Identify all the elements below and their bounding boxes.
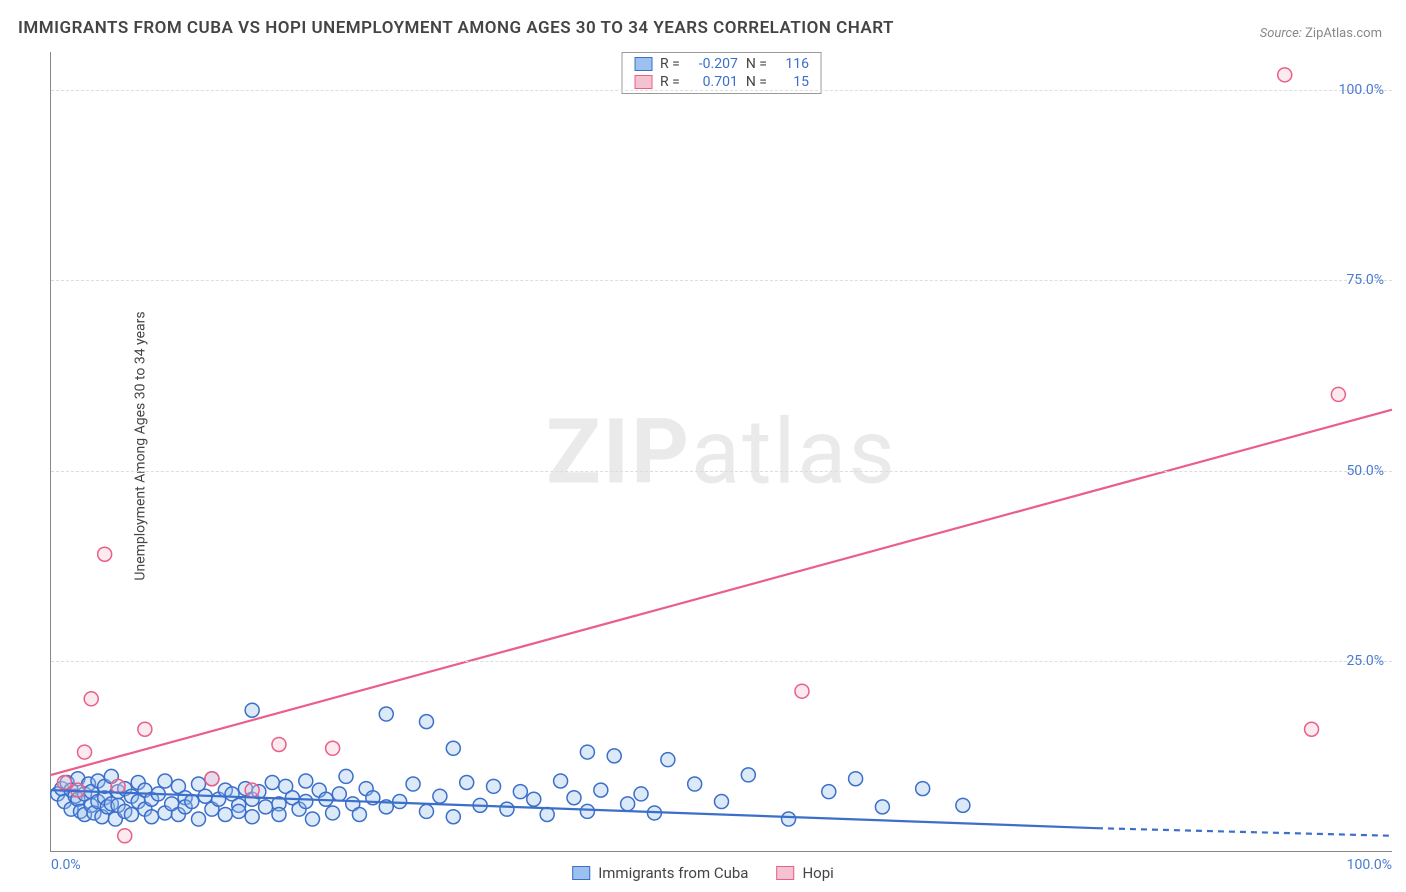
x-tick-label: 100.0% — [1347, 857, 1392, 873]
data-point-cuba — [460, 776, 474, 790]
data-point-cuba — [379, 707, 393, 721]
data-point-cuba — [352, 807, 366, 821]
data-point-cuba — [124, 807, 138, 821]
data-point-cuba — [406, 777, 420, 791]
data-point-hopi — [1331, 387, 1345, 401]
data-point-cuba — [513, 785, 527, 799]
gridline — [51, 280, 1392, 281]
data-point-cuba — [487, 779, 501, 793]
data-point-cuba — [446, 741, 460, 755]
data-point-cuba — [580, 804, 594, 818]
source-attribution: Source: ZipAtlas.com — [1260, 26, 1382, 41]
data-point-hopi — [1305, 722, 1319, 736]
gridline — [51, 661, 1392, 662]
data-point-cuba — [741, 768, 755, 782]
data-point-cuba — [621, 797, 635, 811]
data-point-cuba — [540, 807, 554, 821]
y-tick-label: 25.0% — [1346, 653, 1384, 669]
data-point-cuba — [419, 804, 433, 818]
legend-item-hopi: Hopi — [776, 864, 833, 882]
data-point-hopi — [111, 779, 125, 793]
data-point-cuba — [245, 703, 259, 717]
data-point-hopi — [84, 692, 98, 706]
data-point-cuba — [299, 774, 313, 788]
legend-item-cuba: Immigrants from Cuba — [572, 864, 748, 882]
data-point-hopi — [245, 783, 259, 797]
data-point-cuba — [580, 745, 594, 759]
data-point-cuba — [594, 783, 608, 797]
data-point-cuba — [822, 785, 836, 799]
data-point-hopi — [795, 684, 809, 698]
data-point-cuba — [446, 810, 460, 824]
chart-title: IMMIGRANTS FROM CUBA VS HOPI UNEMPLOYMEN… — [18, 18, 894, 38]
data-point-cuba — [218, 807, 232, 821]
data-point-hopi — [57, 776, 71, 790]
data-point-cuba — [265, 776, 279, 790]
data-point-cuba — [145, 810, 159, 824]
data-point-cuba — [433, 789, 447, 803]
gridline — [51, 471, 1392, 472]
data-point-cuba — [158, 774, 172, 788]
data-point-cuba — [339, 769, 353, 783]
trend-line — [1097, 828, 1392, 836]
series-legend: Immigrants from Cuba Hopi — [572, 864, 834, 882]
data-point-cuba — [688, 777, 702, 791]
chart-svg-layer — [51, 52, 1392, 851]
data-point-hopi — [1278, 68, 1292, 82]
data-point-cuba — [259, 800, 273, 814]
data-point-cuba — [634, 787, 648, 801]
trend-line — [51, 410, 1392, 775]
data-point-cuba — [232, 804, 246, 818]
data-point-hopi — [138, 722, 152, 736]
data-point-cuba — [956, 798, 970, 812]
data-point-cuba — [245, 810, 259, 824]
swatch-hopi — [776, 866, 794, 880]
data-point-cuba — [527, 792, 541, 806]
data-point-cuba — [875, 800, 889, 814]
source-value: ZipAtlas.com — [1305, 26, 1382, 41]
data-point-hopi — [98, 547, 112, 561]
data-point-cuba — [332, 787, 346, 801]
data-point-cuba — [419, 715, 433, 729]
data-point-cuba — [554, 774, 568, 788]
data-point-cuba — [782, 812, 796, 826]
data-point-cuba — [607, 749, 621, 763]
swatch-cuba — [572, 866, 590, 880]
data-point-cuba — [661, 753, 675, 767]
chart-plot-area: ZIPatlas R = -0.207 N = 116 R = 0.701 N … — [50, 52, 1392, 852]
y-tick-label: 100.0% — [1339, 82, 1384, 98]
data-point-cuba — [916, 782, 930, 796]
data-point-cuba — [305, 812, 319, 826]
x-tick-label: 0.0% — [51, 857, 81, 873]
data-point-hopi — [326, 741, 340, 755]
data-point-hopi — [78, 745, 92, 759]
y-tick-label: 50.0% — [1346, 463, 1384, 479]
data-point-hopi — [272, 737, 286, 751]
data-point-cuba — [185, 795, 199, 809]
source-label: Source: — [1260, 26, 1302, 41]
legend-label-hopi: Hopi — [802, 864, 833, 882]
data-point-cuba — [299, 795, 313, 809]
data-point-hopi — [118, 829, 132, 843]
y-tick-label: 75.0% — [1346, 272, 1384, 288]
legend-label-cuba: Immigrants from Cuba — [598, 864, 748, 882]
data-point-cuba — [715, 795, 729, 809]
data-point-cuba — [326, 806, 340, 820]
gridline — [51, 90, 1392, 91]
data-point-cuba — [192, 812, 206, 826]
data-point-cuba — [500, 802, 514, 816]
data-point-cuba — [272, 807, 286, 821]
data-point-cuba — [567, 791, 581, 805]
data-point-hopi — [205, 772, 219, 786]
data-point-cuba — [849, 772, 863, 786]
